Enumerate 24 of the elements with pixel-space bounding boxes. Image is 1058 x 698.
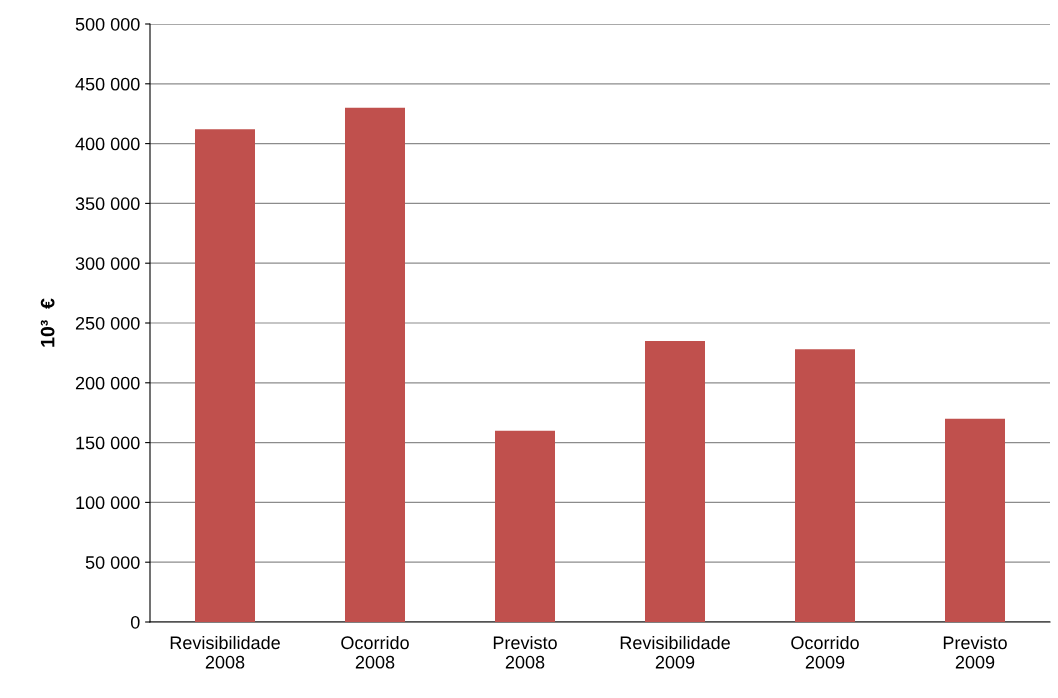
y-tick-label: 200 000: [75, 376, 140, 390]
bar: [945, 418, 1005, 622]
x-tick-label: Revisibilidade 2008: [170, 635, 280, 669]
x-tick-label: Revisibilidade 2009: [620, 635, 730, 669]
y-axis-title: 10³ €: [40, 298, 55, 347]
y-tick-label: 350 000: [75, 197, 140, 211]
bar: [495, 430, 555, 622]
y-tick-label: 500 000: [75, 17, 140, 31]
y-tick-label: 50 000: [85, 556, 140, 569]
bar: [345, 107, 405, 622]
y-tick-label: 250 000: [75, 316, 140, 330]
x-tick-label: Ocorrido 2008: [341, 635, 409, 669]
bar: [195, 129, 255, 622]
x-tick-label: Previsto 2008: [493, 635, 557, 669]
y-tick-label: 450 000: [75, 77, 140, 91]
y-tick-label: 300 000: [75, 257, 140, 270]
y-tick-label: 150 000: [76, 436, 140, 450]
bar: [645, 340, 705, 622]
x-tick-label: Ocorrido 2009: [791, 635, 859, 669]
x-tick-label: Previsto 2009: [943, 635, 1007, 669]
y-tick-label: 0: [130, 615, 140, 629]
bar: [795, 349, 855, 622]
y-tick-label: 400 000: [75, 137, 140, 151]
y-tick-label: 100 000: [76, 496, 140, 510]
